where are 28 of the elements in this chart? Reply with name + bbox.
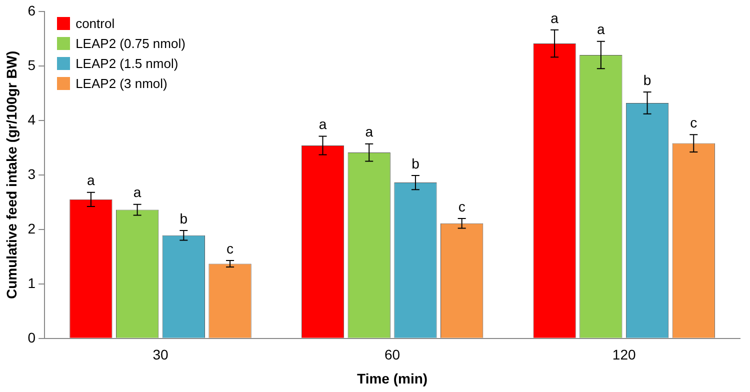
- data-label: b: [643, 72, 652, 88]
- data-label: a: [87, 172, 96, 188]
- data-label: b: [180, 210, 188, 226]
- data-label: a: [133, 184, 142, 200]
- data-label: c: [226, 240, 234, 256]
- x-tick-label: 60: [384, 346, 400, 363]
- y-tick-label: 4: [28, 111, 36, 128]
- data-label: a: [550, 10, 559, 26]
- y-tick-label: 0: [28, 329, 36, 346]
- y-tick-label: 2: [28, 220, 36, 236]
- legend-label: LEAP2 (1.5 nmol): [76, 56, 178, 71]
- y-tick-label: 5: [28, 56, 36, 73]
- data-label: a: [318, 116, 327, 132]
- y-tick-label: 3: [28, 166, 36, 182]
- x-tick-label: 30: [152, 346, 168, 363]
- data-label: a: [597, 21, 606, 38]
- x-tick-label: 120: [612, 346, 636, 363]
- data-label: c: [690, 114, 698, 130]
- data-label: c: [458, 198, 466, 214]
- x-axis-title: Time (min): [357, 370, 428, 386]
- data-label: b: [412, 155, 420, 172]
- legend-label: LEAP2 (3 nmol): [76, 76, 168, 91]
- legend-label: LEAP2 (0.75 nmol): [76, 36, 186, 51]
- y-tick-label: 6: [28, 2, 36, 18]
- legend-label: control: [76, 16, 115, 31]
- data-label: a: [365, 124, 374, 140]
- y-tick-label: 1: [28, 274, 36, 291]
- y-axis-title: Cumulative feed intake (gr/100gr BW): [3, 50, 20, 299]
